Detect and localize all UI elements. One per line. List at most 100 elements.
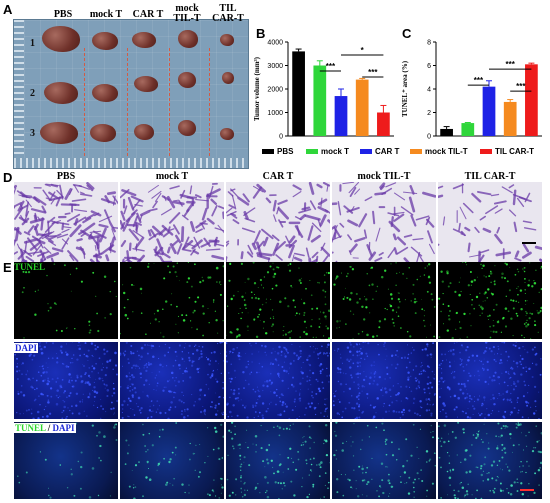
tumor-photo	[13, 19, 249, 169]
row-label: 3	[30, 128, 35, 139]
tunel-image	[226, 262, 330, 339]
column-divider	[209, 48, 210, 156]
row-label: 2	[30, 88, 35, 99]
tumor-sample	[134, 124, 154, 140]
tumor-sample	[178, 120, 196, 136]
scale-bar	[522, 242, 536, 244]
column-header: mock TIL-T	[173, 3, 201, 24]
column-header: CAR T	[262, 171, 294, 182]
merge-image	[14, 422, 118, 499]
significance-label: ***	[506, 60, 516, 69]
column-header: mock T	[89, 9, 123, 20]
legend-label: mock T	[321, 147, 350, 156]
panel-c-letter: C	[402, 26, 412, 41]
bar	[313, 65, 327, 136]
legend-label: PBS	[277, 147, 294, 156]
column-header: PBS	[53, 9, 73, 20]
tumor-sample	[178, 30, 198, 48]
y-tick-label: 2000	[267, 87, 283, 94]
dapi-image	[120, 342, 224, 419]
significance-label: ***	[368, 68, 378, 77]
tumor-sample	[178, 72, 196, 88]
dapi-image	[332, 342, 436, 419]
column-header: CAR T	[132, 9, 164, 20]
y-tick-label: 4000	[267, 40, 283, 47]
merge-image	[120, 422, 224, 499]
dapi-image	[438, 342, 542, 419]
merge-image	[332, 422, 436, 499]
bar	[355, 79, 369, 136]
merge-row-label: TUNEL / DAPI	[14, 423, 76, 433]
column-header: PBS	[56, 171, 76, 182]
tunel-row-label: TUNEL	[14, 262, 46, 272]
histology-image	[14, 182, 118, 262]
y-tick-label: 6	[427, 63, 431, 70]
tumor-sample	[222, 72, 234, 84]
tunel-image	[332, 262, 436, 339]
legend: PBS mock T CAR T mock TIL-T TIL CAR-T	[262, 147, 548, 159]
ruler-vertical	[14, 20, 24, 168]
significance-label: ***	[326, 62, 336, 71]
dapi-row-label: DAPI	[14, 343, 38, 353]
bar	[292, 51, 305, 136]
tumor-sample	[90, 124, 116, 142]
merge-label-sep: /	[45, 423, 53, 433]
histology-image	[438, 182, 542, 262]
tumor-sample	[42, 26, 80, 52]
column-divider	[84, 48, 85, 156]
significance-label: ***	[474, 76, 484, 85]
legend-label: TIL CAR-T	[495, 147, 534, 156]
panel-d-letter: D	[3, 170, 13, 185]
tumor-sample	[220, 128, 234, 140]
y-tick-label: 2	[427, 110, 431, 117]
tumor-sample	[92, 84, 118, 102]
legend-label: CAR T	[375, 147, 400, 156]
column-divider	[127, 48, 128, 156]
y-tick-label: 0	[279, 134, 283, 141]
tunel-image	[438, 262, 542, 339]
tumor-sample	[220, 34, 234, 46]
tumor-sample	[134, 76, 158, 92]
legend-label: mock TIL-T	[425, 147, 468, 156]
bar	[503, 101, 517, 136]
tumor-sample	[92, 32, 118, 50]
y-tick-label: 4	[427, 87, 431, 94]
panel-e-letter: E	[3, 260, 12, 275]
tumor-sample	[40, 122, 78, 144]
dapi-image	[226, 342, 330, 419]
merge-label-tunel: TUNEL	[15, 423, 46, 433]
y-tick-label: 3000	[267, 63, 283, 70]
histology-image	[332, 182, 436, 262]
column-header: mock TIL-T	[357, 171, 411, 182]
legend-swatch	[480, 149, 492, 155]
ruler-horizontal	[14, 158, 248, 168]
legend-swatch	[306, 149, 318, 155]
bar	[440, 128, 453, 136]
merge-image	[438, 422, 542, 499]
column-header: mock T	[155, 171, 189, 182]
bar	[461, 123, 475, 136]
column-divider	[169, 48, 170, 156]
merge-image	[226, 422, 330, 499]
histology-image	[226, 182, 330, 262]
merge-label-dapi: DAPI	[52, 423, 75, 433]
legend-swatch	[262, 149, 274, 155]
bar	[525, 64, 538, 136]
y-tick-label: 1000	[267, 110, 283, 117]
y-axis-label: Tumor volume (mm³)	[253, 56, 261, 121]
column-header: TIL CAR-T	[464, 171, 516, 182]
bar	[377, 112, 390, 136]
panel-b-letter: B	[256, 26, 266, 41]
tumor-sample	[132, 32, 156, 48]
bar	[482, 86, 496, 136]
bar	[334, 96, 348, 136]
tumor-sample	[44, 82, 78, 104]
column-header: TIL CAR-T	[212, 3, 244, 24]
significance-label: *	[361, 46, 365, 55]
y-axis-label: TUNEL⁺ area (%)	[401, 60, 409, 117]
panel-a-letter: A	[3, 2, 13, 17]
tunel-image	[120, 262, 224, 339]
legend-swatch	[360, 149, 372, 155]
legend-swatch	[410, 149, 422, 155]
